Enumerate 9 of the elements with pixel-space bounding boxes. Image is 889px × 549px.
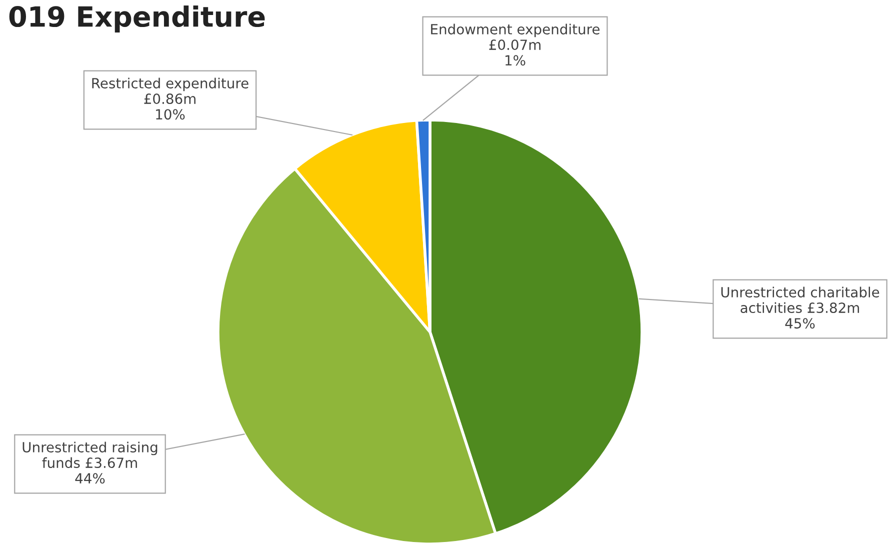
- data-label: 45%: [785, 318, 815, 329]
- slice-label: Endowment expenditure £0.07m: [431, 24, 600, 50]
- data-label: 10%: [156, 109, 185, 120]
- data-label: 44%: [75, 473, 105, 484]
- slice-label: Unrestricted charitable activities £3.82m: [721, 286, 880, 314]
- slice-label: Unrestricted raising funds £3.67m: [22, 442, 158, 468]
- data-label: 1%: [506, 55, 526, 66]
- chart-title: 019 Expenditure: [9, 6, 265, 32]
- slice-label: Restricted expenditure £0.86m: [92, 78, 248, 104]
